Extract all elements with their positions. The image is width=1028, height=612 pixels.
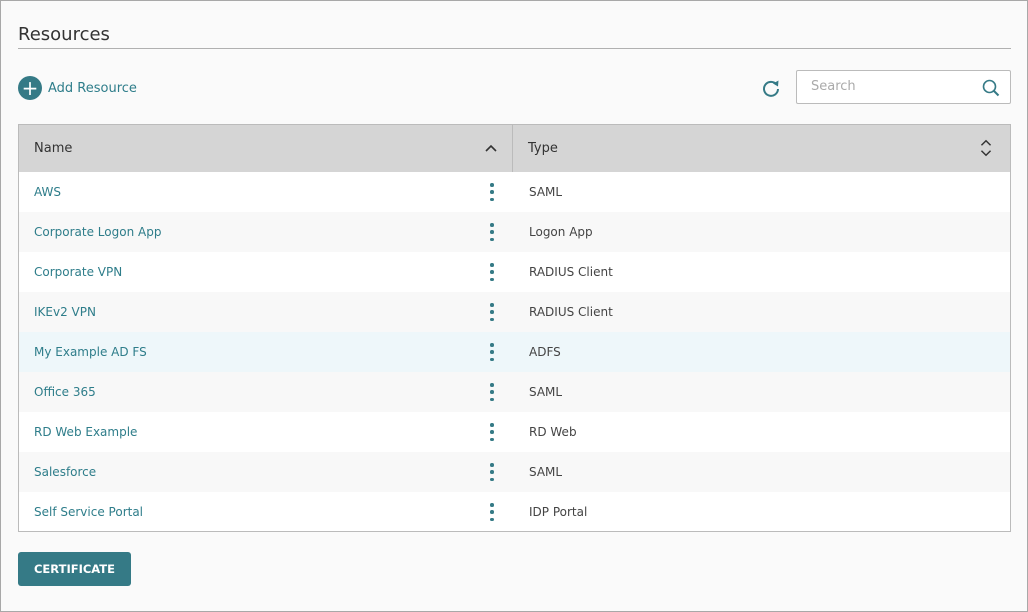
resource-type: RADIUS Client: [529, 305, 613, 319]
refresh-icon[interactable]: [761, 78, 781, 98]
more-options-icon[interactable]: [488, 343, 496, 361]
column-name-label: Name: [34, 141, 73, 156]
resource-type: IDP Portal: [529, 505, 588, 519]
table-row[interactable]: AWS SAML: [19, 172, 1010, 212]
table-row[interactable]: Office 365 SAML: [19, 372, 1010, 412]
more-options-icon[interactable]: [488, 223, 496, 241]
more-options-icon[interactable]: [488, 423, 496, 441]
resource-name-link[interactable]: Self Service Portal: [34, 505, 144, 519]
table-row[interactable]: RD Web Example RD Web: [19, 412, 1010, 452]
search-box[interactable]: [796, 70, 1011, 104]
resource-type: SAML: [529, 385, 563, 399]
resource-name-link[interactable]: Office 365: [34, 385, 96, 399]
table-header: Name Type: [19, 125, 1010, 172]
title-divider: [18, 48, 1011, 49]
resource-name-link[interactable]: My Example AD FS: [34, 345, 147, 359]
resource-name-link[interactable]: Corporate VPN: [34, 265, 123, 279]
resource-name-link[interactable]: Corporate Logon App: [34, 225, 162, 239]
resource-type: RADIUS Client: [529, 265, 613, 279]
plus-circle-icon: +: [18, 76, 42, 100]
certificate-button[interactable]: CERTIFICATE: [18, 552, 131, 586]
page-title: Resources: [18, 24, 110, 45]
column-header-name[interactable]: Name: [19, 125, 513, 172]
resource-name-link[interactable]: RD Web Example: [34, 425, 138, 439]
resource-type: ADFS: [529, 345, 561, 359]
table-row[interactable]: IKEv2 VPN RADIUS Client: [19, 292, 1010, 332]
resource-type: Logon App: [529, 225, 593, 239]
table-body: AWS SAML Corporate Logon App Logon App Corpo…: [19, 172, 1010, 532]
more-options-icon[interactable]: [488, 463, 496, 481]
resource-type: SAML: [529, 465, 563, 479]
resource-name-link[interactable]: AWS: [34, 185, 62, 199]
add-resource-button[interactable]: + Add Resource: [18, 76, 137, 100]
more-options-icon[interactable]: [488, 183, 496, 201]
resources-table: Name Type AWS SAML Corporate Logon App Logo…: [18, 124, 1011, 532]
table-row[interactable]: Corporate VPN RADIUS Client: [19, 252, 1010, 292]
more-options-icon[interactable]: [488, 263, 496, 281]
resource-type: SAML: [529, 185, 563, 199]
table-row[interactable]: My Example AD FS ADFS: [19, 332, 1010, 372]
add-resource-label: Add Resource: [48, 80, 137, 96]
resource-type: RD Web: [529, 425, 577, 439]
table-row[interactable]: Corporate Logon App Logon App: [19, 212, 1010, 252]
column-header-type[interactable]: Type: [513, 125, 1010, 172]
more-options-icon[interactable]: [488, 303, 496, 321]
table-row[interactable]: Self Service Portal IDP Portal: [19, 492, 1010, 532]
resource-name-link[interactable]: Salesforce: [34, 465, 97, 479]
more-options-icon[interactable]: [488, 503, 496, 521]
table-row[interactable]: Salesforce SAML: [19, 452, 1010, 492]
search-icon[interactable]: [982, 79, 1000, 97]
sort-ascending-icon[interactable]: [483, 139, 499, 159]
column-type-label: Type: [528, 141, 558, 156]
more-options-icon[interactable]: [488, 383, 496, 401]
sort-unsorted-icon[interactable]: [978, 138, 994, 158]
search-input[interactable]: [811, 79, 971, 94]
resource-name-link[interactable]: IKEv2 VPN: [34, 305, 96, 319]
